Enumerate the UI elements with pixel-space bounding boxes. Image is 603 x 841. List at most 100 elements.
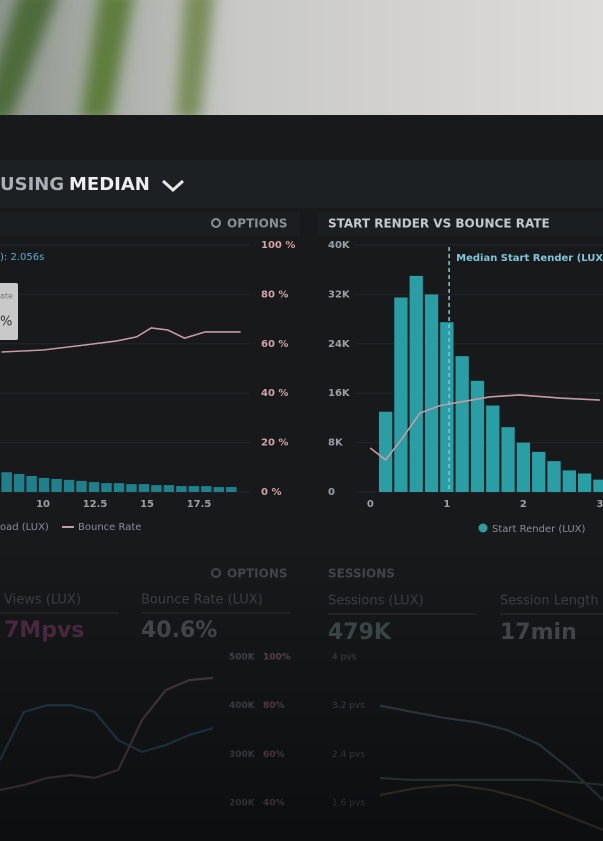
plant-leaves [0,0,214,120]
histogram-bar [163,485,175,492]
median-annotation: Median Start Render (LUX): 1.0 [456,253,603,264]
gear-icon[interactable] [211,218,221,228]
y-tick-label: 8K [328,438,344,449]
y2-tick-label: 100% [263,653,291,663]
y-tick-label: 40K [328,240,351,251]
y-tick-label: 16K [328,388,351,399]
options-button: OPTIONS [227,217,288,231]
dropdown-chevron[interactable] [161,179,185,193]
metric-value: 479K [328,620,392,645]
histogram-bar [532,451,546,492]
legend-swatch [478,523,488,533]
histogram-bar [547,461,561,492]
dashboard-title: USING [0,174,64,195]
histogram-bar [126,484,137,492]
histogram-bar [516,442,531,492]
y-tick-label: 60 % [261,339,288,350]
histogram-bar [424,294,439,492]
histogram-bar [88,482,100,492]
y-tick-label: 500K [229,653,256,663]
histogram-bar [501,427,515,492]
histogram-bar [176,486,187,492]
panel-header [0,212,300,236]
tooltip-text: % [0,315,12,330]
x-tick-label: 17.5 [187,499,212,510]
y-tick-label: 300K [229,750,256,760]
y-tick-label: 200K [229,799,256,809]
options-button: OPTIONS [227,567,288,581]
histogram-bar [394,297,408,492]
histogram-bar [213,487,225,492]
panel-title: START RENDER VS BOUNCE RATE [328,217,550,231]
y-tick-label: 3.2 pvs [332,701,365,711]
y-tick-label: 1.6 pvs [332,799,365,809]
histogram-bar [562,470,576,492]
panel-header [318,212,603,236]
histogram-bar [26,475,37,492]
y-tick-label: 100 % [261,240,295,251]
x-tick-label: 15 [140,499,154,510]
histogram-bar [13,473,25,492]
legend-label: oad (LUX) [0,522,49,533]
legend-label: Bounce Rate [78,522,141,533]
median-annotation: ): 2.056s [0,252,44,263]
histogram-bar [440,322,454,492]
histogram-bar [409,275,423,492]
metric-value: 7Mpvs [4,618,84,643]
histogram-bar [201,486,212,492]
y-tick-label: 0 % [261,487,281,498]
histogram-bar [101,483,112,492]
y-tick-label: 80 % [261,289,288,300]
x-tick-label: 2 [520,499,527,510]
y-tick-label: 32K [328,289,351,300]
x-tick-label: 12.5 [83,499,108,510]
y-tick-label: 400K [229,701,256,711]
histogram-bar [151,485,162,492]
histogram-bar [63,479,75,492]
tooltip [0,283,18,340]
y-tick-label: 20 % [261,438,288,449]
histogram-bar [486,405,500,492]
metric-label: Views (LUX) [4,593,81,608]
header-bar [0,160,603,208]
histogram-bar [378,411,393,492]
y-tick-label: 0 [328,487,335,498]
histogram-bar [188,486,200,492]
metric-label: Bounce Rate (LUX) [141,593,263,608]
bounce-rate-line [369,394,600,462]
histogram-bar [51,478,62,492]
bounce-rate-line [1,327,241,353]
histogram-bar [38,477,50,492]
histogram-bar [593,479,603,492]
dashboard-title: MEDIAN [69,174,150,195]
histogram-bar [226,487,237,492]
metric-label: Sessions (LUX) [328,594,424,609]
histogram-bar [76,480,87,492]
y-tick-label: 24K [328,339,351,350]
x-tick-label: 10 [36,499,50,510]
tooltip-text: ate [0,292,13,301]
x-tick-label: 1 [443,499,450,510]
y2-tick-label: 80% [263,701,285,711]
x-tick-label: 0 [367,499,374,510]
legend-label: Start Render (LUX) [492,524,586,535]
histogram-bar [455,356,469,492]
histogram-bar [1,472,12,492]
metric-value: 40.6% [141,618,217,643]
histogram-bar [113,483,125,492]
metric-value: 17min [500,620,577,645]
panel-title: SESSIONS [328,567,395,581]
y2-tick-label: 60% [263,750,285,760]
x-tick-label: 3 [596,499,603,510]
y-tick-label: 40 % [261,388,288,399]
metric-label: Session Length (L [500,594,603,609]
y-tick-label: 2.4 pvs [332,750,365,760]
histogram-bar [577,473,592,492]
histogram-bar [470,380,485,492]
y2-tick-label: 40% [263,799,285,809]
y-tick-label: 4 pvs [332,653,357,663]
histogram-bar [138,484,150,492]
